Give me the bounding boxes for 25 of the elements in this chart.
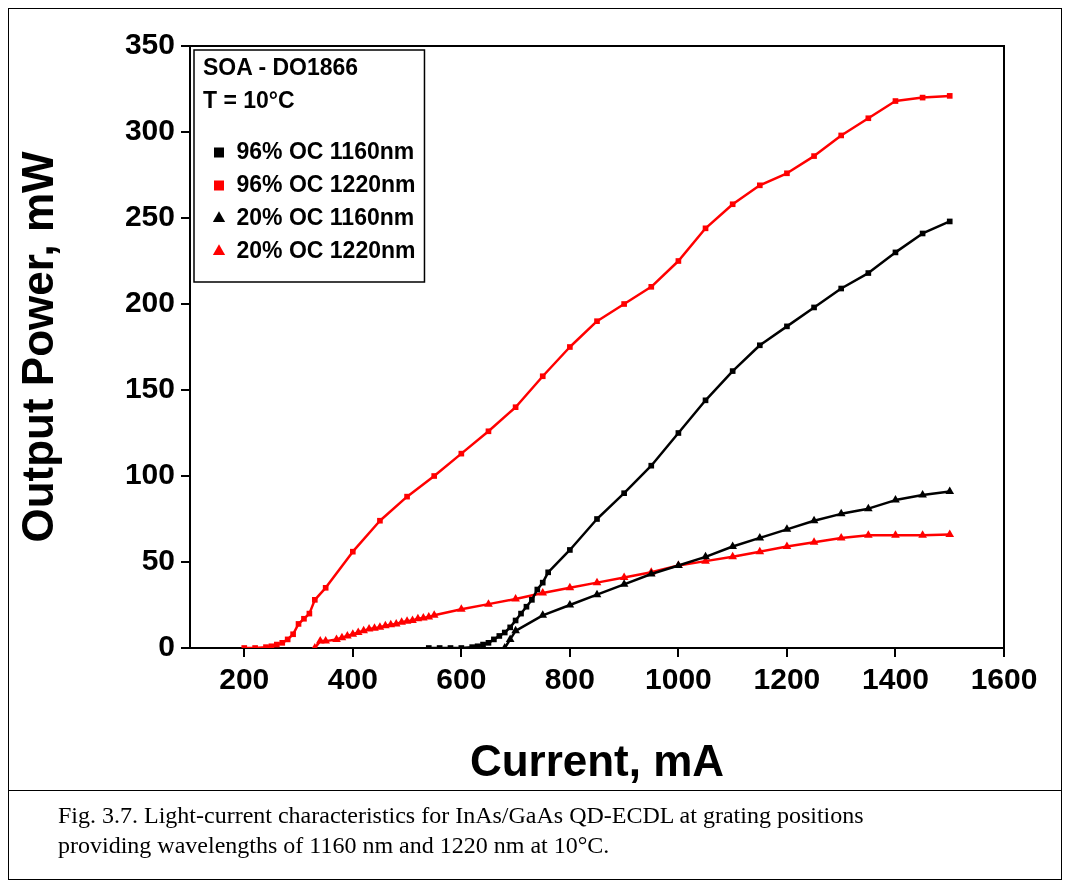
y-tick-label: 50 xyxy=(141,543,175,577)
y-tick-label: 200 xyxy=(124,285,175,319)
legend-title: SOA - DO1866 xyxy=(203,53,359,80)
x-tick-label: 600 xyxy=(436,662,487,696)
caption: Fig. 3.7. Light-current characteristics for InAs/GaAs QD-ECDL at grating positions providing wavelengths of 1160 nm and 1220 nm at 10°C. xyxy=(58,801,865,860)
legend-label: 96% OC 1160nm xyxy=(236,137,415,164)
x-tick-label: 1400 xyxy=(862,662,929,696)
legend-label: 96% OC 1220nm xyxy=(236,170,416,197)
y-tick-label: 100 xyxy=(124,457,175,491)
y-axis-title: Output Power, mW xyxy=(12,150,62,543)
legend-label: 20% OC 1220nm xyxy=(236,236,416,263)
y-tick-label: 0 xyxy=(158,629,175,663)
x-axis-title: Current, mA xyxy=(469,735,725,785)
annotation: T = 10°C xyxy=(203,86,295,113)
x-tick-label: 1600 xyxy=(970,662,1038,696)
y-tick-label: 300 xyxy=(124,113,175,147)
y-tick-label: 250 xyxy=(124,199,175,233)
x-tick-label: 1000 xyxy=(645,662,712,696)
x-tick-label: 800 xyxy=(544,662,595,696)
x-tick-label: 200 xyxy=(219,662,270,696)
x-tick-label: 1200 xyxy=(753,662,821,696)
legend-label: 20% OC 1160nm xyxy=(236,203,415,230)
x-tick-label: 400 xyxy=(327,662,378,696)
y-tick-label: 150 xyxy=(124,371,175,405)
y-tick-label: 350 xyxy=(124,27,175,61)
